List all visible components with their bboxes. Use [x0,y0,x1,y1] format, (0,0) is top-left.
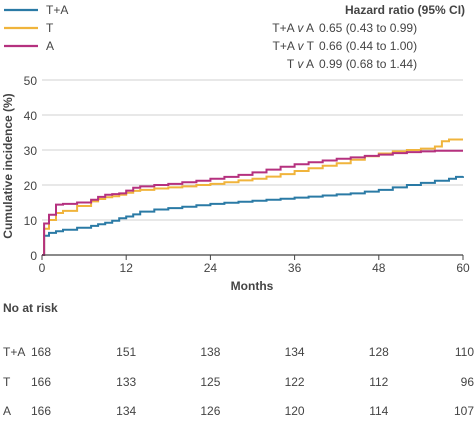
legend-label-t-plus-a: T+A [46,3,68,17]
risk-count: 125 [200,375,220,389]
risk-row-group: T+A [3,345,25,359]
y-tick-label: 40 [24,109,38,123]
legend: T+A T A [4,3,68,53]
risk-count: 166 [31,375,51,389]
hazard-ratio-block: Hazard ratio (95% CI) T+A v A 0.65 (0.43 … [272,3,465,71]
y-axis-ticks: 0 10 20 30 40 50 [24,74,38,263]
risk-count: 134 [285,345,305,359]
x-axis-title: Months [231,279,274,293]
y-tick-label: 50 [24,74,38,88]
x-tick-label: 48 [372,261,386,275]
risk-count: 133 [116,375,136,389]
risk-row-group: T [3,375,11,389]
risk-count: 107 [454,404,474,418]
series-lines [42,138,464,256]
hazard-ratio-value: 0.66 (0.44 to 1.00) [319,39,417,53]
risk-count: 96 [461,375,475,389]
hazard-ratio-comparison: T+A v A [272,21,314,35]
hazard-ratio-value: 0.65 (0.43 to 0.99) [319,21,417,35]
y-tick-label: 20 [24,179,38,193]
y-tick-label: 30 [24,144,38,158]
risk-count: 138 [200,345,220,359]
hazard-ratio-comparison: T v A [287,57,314,71]
y-tick-label: 0 [30,249,37,263]
risk-count: 112 [369,375,388,389]
x-tick-label: 12 [120,261,134,275]
risk-table: No at risk T+A 168 151 138 134 128 110 T 166 133 1… [3,301,474,418]
x-tick-label: 24 [204,261,218,275]
hazard-ratio-comparison: T+A v T [273,39,315,53]
x-tick-label: 60 [456,261,470,275]
risk-count: 114 [369,404,388,418]
risk-count: 134 [116,404,136,418]
risk-count: 128 [369,345,389,359]
y-axis-title: Cumulative incidence (%) [1,93,15,238]
y-tick-label: 10 [24,214,38,228]
risk-count: 168 [31,345,51,359]
x-tick-label: 0 [39,261,46,275]
risk-count: 122 [285,375,305,389]
series-line-a [42,149,463,256]
risk-count: 166 [31,404,51,418]
hazard-ratio-title: Hazard ratio (95% CI) [345,3,465,17]
series-line-t-plus-a [42,175,464,256]
risk-count: 110 [455,345,474,359]
x-tick-label: 36 [288,261,302,275]
hazard-ratio-value: 0.99 (0.68 to 1.44) [319,57,417,71]
risk-count: 151 [116,345,136,359]
x-axis-ticks: 0 12 24 36 48 60 [39,255,470,275]
risk-table-title: No at risk [3,301,58,315]
risk-count: 120 [285,404,305,418]
risk-count: 126 [200,404,220,418]
legend-label-t: T [46,21,54,35]
risk-row-group: A [3,404,11,418]
legend-label-a: A [46,39,54,53]
series-line-t [42,138,463,256]
